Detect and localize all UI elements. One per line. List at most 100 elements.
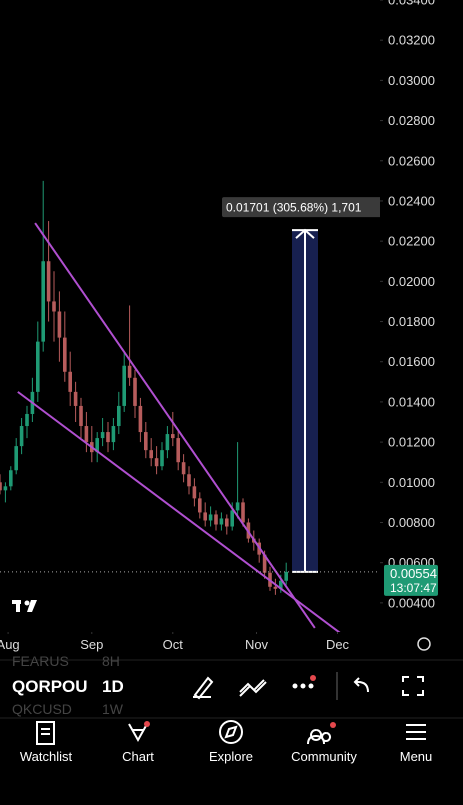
y-tick-label: 0.03200 xyxy=(388,33,435,48)
candle-body xyxy=(144,432,148,451)
chart-icon[interactable] xyxy=(128,723,148,743)
candle-body xyxy=(225,518,229,527)
community-badge xyxy=(330,722,336,728)
y-tick-label: 0.01200 xyxy=(388,435,435,450)
candle-body xyxy=(138,405,143,433)
candle-body xyxy=(19,426,24,447)
x-tick-label: Aug xyxy=(0,637,20,652)
candle-body xyxy=(79,405,83,427)
undo-icon[interactable] xyxy=(353,677,369,693)
candle-body xyxy=(171,434,175,439)
trend-line xyxy=(17,391,341,632)
trend-line xyxy=(34,222,316,629)
candle-body xyxy=(198,498,202,513)
more-icon[interactable] xyxy=(292,675,317,689)
candle-body xyxy=(52,301,56,312)
nav-label[interactable]: Explore xyxy=(209,749,253,764)
symbol[interactable]: QORPOU xyxy=(12,677,88,696)
prev-symbol[interactable]: FEARUS xyxy=(12,653,69,669)
interval[interactable]: 1D xyxy=(102,677,124,696)
axes: 0.004000.006000.008000.010000.012000.014… xyxy=(0,0,438,652)
candle-body xyxy=(160,450,164,467)
candle-body xyxy=(25,413,29,427)
watchlist-icon[interactable] xyxy=(36,721,55,745)
menu-icon[interactable] xyxy=(406,724,426,740)
patterns-icon[interactable] xyxy=(239,679,267,697)
candle-body xyxy=(165,434,170,451)
candle-body xyxy=(279,580,283,589)
y-tick-label: 0.03000 xyxy=(388,73,435,88)
plot-area[interactable]: 0.01701 (305.68%) 1,701 xyxy=(0,180,382,633)
tv-logo xyxy=(12,600,37,612)
candle-body xyxy=(241,502,245,523)
nav-bar: Watchlist Chart Explore Community Menu xyxy=(20,749,432,764)
y-tick-label: 0.02800 xyxy=(388,113,435,128)
y-tick-label: 0.00800 xyxy=(388,515,435,530)
candle-body xyxy=(122,365,126,406)
candle-body xyxy=(203,512,207,521)
candle-body xyxy=(0,482,2,491)
toolbar-icons[interactable] xyxy=(193,672,424,700)
candle-body xyxy=(192,486,197,499)
last-price-box xyxy=(384,564,438,596)
next-symbol[interactable]: QKCUSD xyxy=(12,701,72,717)
x-tick-label: Nov xyxy=(245,637,269,652)
candle-body xyxy=(41,261,45,342)
candle-body xyxy=(273,586,278,589)
last-price-label: 0.00554 xyxy=(390,566,437,581)
explore-needle xyxy=(224,725,238,739)
y-tick-label: 0.01400 xyxy=(388,394,435,409)
candle-body xyxy=(117,405,121,427)
nav-label[interactable]: Watchlist xyxy=(20,749,73,764)
candle-body xyxy=(187,474,191,487)
y-tick-label: 0.02200 xyxy=(388,234,435,249)
candle-body xyxy=(63,337,67,372)
candle-body xyxy=(176,438,180,463)
candle-body xyxy=(230,510,234,527)
candle-body xyxy=(46,261,51,302)
candle-body xyxy=(111,426,116,443)
prev-interval[interactable]: 8H xyxy=(102,653,120,669)
candle-body xyxy=(214,514,218,525)
candle-body xyxy=(57,311,62,338)
brush-icon[interactable] xyxy=(193,676,214,700)
candle-body xyxy=(84,426,89,443)
nav-label[interactable]: Menu xyxy=(400,749,433,764)
x-tick-label: Oct xyxy=(163,637,184,652)
nav-label[interactable]: Community xyxy=(291,749,357,764)
candle-body xyxy=(36,341,40,392)
candle-body xyxy=(284,571,288,581)
fullscreen-icon[interactable] xyxy=(402,676,424,696)
explore-icon[interactable] xyxy=(219,720,243,744)
candle-body xyxy=(127,365,132,378)
y-tick-label: 0.01800 xyxy=(388,314,435,329)
candle-body xyxy=(14,446,18,471)
y-tick-label: 0.00400 xyxy=(388,595,435,610)
y-tick-label: 0.02600 xyxy=(388,153,435,168)
y-tick-label: 0.01600 xyxy=(388,354,435,369)
settings-icon[interactable] xyxy=(417,637,431,651)
candle-body xyxy=(149,450,153,459)
candle-body xyxy=(9,470,13,487)
measure-label-bg xyxy=(222,197,380,218)
candle-body xyxy=(181,462,186,475)
chart-badge xyxy=(144,721,150,727)
candle-body xyxy=(100,432,105,439)
candle-body xyxy=(208,514,213,521)
candle-body xyxy=(235,502,240,511)
countdown-label: 13:07:47 xyxy=(390,581,437,595)
community-icon[interactable] xyxy=(307,729,332,745)
y-tick-label: 0.03400 xyxy=(388,0,435,8)
candle-body xyxy=(95,438,99,453)
y-tick-label: 0.02400 xyxy=(388,193,435,208)
nav-icons xyxy=(36,720,426,745)
measure-label: 0.01701 (305.68%) 1,701 xyxy=(226,201,362,215)
candle-body xyxy=(68,371,72,392)
candle-body xyxy=(3,486,8,491)
candle-body xyxy=(133,377,137,406)
nav-label[interactable]: Chart xyxy=(122,749,154,764)
candle-body xyxy=(154,458,159,467)
next-interval[interactable]: 1W xyxy=(102,701,124,717)
